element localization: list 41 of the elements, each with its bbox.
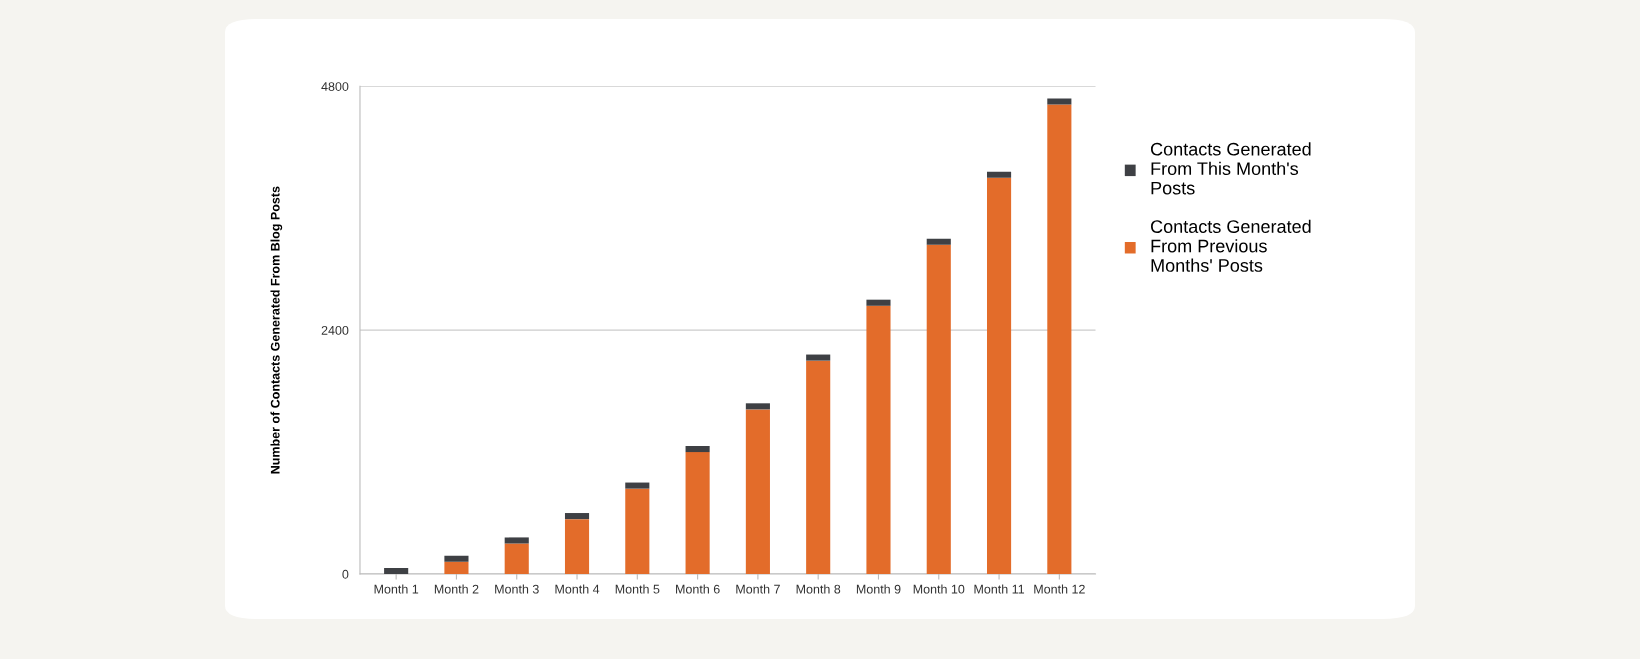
y-axis-title: Number of Contacts Generated From Blog Posts — [270, 186, 283, 474]
legend-label: Contacts Generated From This Month's Posts — [1151, 142, 1311, 195]
bar — [926, 238, 951, 245]
legend-label: Contacts Generated From Previous Months' Posts — [1151, 219, 1311, 272]
bar — [504, 543, 529, 574]
bar — [806, 360, 831, 574]
x-tick-label: Month 10 — [913, 584, 965, 594]
bar — [745, 409, 770, 574]
x-tick-label: Month 11 — [974, 584, 1025, 594]
bar — [564, 513, 590, 520]
bar — [444, 561, 469, 574]
bar — [866, 299, 891, 306]
y-tick-label: 0 — [342, 569, 349, 579]
x-tick-label: Month 6 — [676, 584, 720, 594]
bar — [987, 177, 1012, 574]
bar — [625, 488, 650, 574]
y-tick-label: 2400 — [321, 325, 349, 335]
x-tick-label: Month 4 — [555, 584, 600, 594]
y-tick-label: 4800 — [321, 82, 349, 91]
bar — [685, 452, 710, 574]
bar — [806, 354, 831, 361]
bar — [685, 445, 710, 453]
bar — [1047, 98, 1072, 105]
x-tick-label: Month 3 — [495, 584, 539, 594]
bar — [625, 482, 650, 489]
x-tick-label: Month 12 — [1034, 584, 1085, 594]
bar — [504, 537, 529, 544]
bar — [564, 519, 590, 574]
bar — [926, 244, 951, 574]
bar — [384, 567, 409, 574]
bar — [745, 403, 770, 410]
bar — [866, 305, 891, 574]
x-tick-label: Month 2 — [434, 584, 479, 594]
bar — [987, 171, 1012, 178]
x-tick-label: Month 8 — [796, 584, 841, 594]
x-tick-label: Month 7 — [736, 584, 780, 594]
x-tick-label: Month 9 — [856, 584, 901, 594]
x-tick-label: Month 5 — [615, 584, 660, 594]
bar — [444, 555, 469, 562]
x-tick-label: Month 1 — [374, 584, 419, 594]
bar — [1047, 104, 1072, 574]
